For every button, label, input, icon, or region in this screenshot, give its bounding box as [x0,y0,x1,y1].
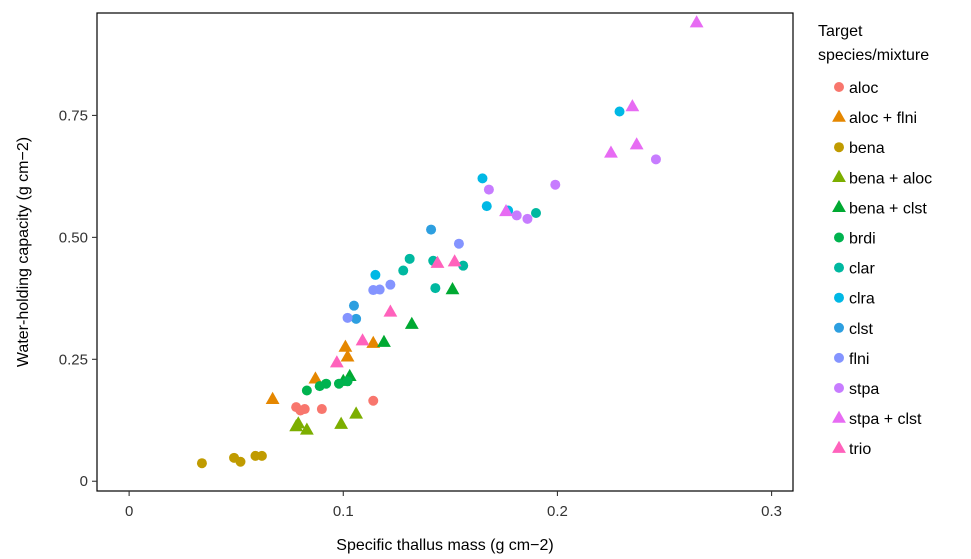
data-point [321,378,332,389]
plot-panel [96,12,794,492]
data-point [614,106,625,117]
legend-key [834,383,844,393]
data-point [351,313,362,324]
data-point [348,300,359,311]
data-point [511,210,522,221]
data-point [625,99,640,112]
data-point [629,137,644,150]
data-point [430,283,441,294]
data-point [604,145,618,158]
data-point [366,335,381,348]
legend-title-line-1: Target [818,23,863,40]
legend-key [832,440,846,453]
data-point [235,456,246,467]
data-point [342,312,353,323]
legend-label: brdi [849,231,876,248]
legend: Target species/mixture aloc aloc + flni be… [818,23,932,458]
x-tick-label: 0.3 [761,503,782,520]
data-points [196,15,704,469]
legend-key [832,410,846,423]
legend-label: bena [849,140,885,157]
data-point [368,395,379,406]
legend-title-line-2: species/mixture [818,47,929,64]
data-point [426,224,437,235]
data-point [299,422,314,435]
legend-label: bena + clst [849,200,927,217]
data-point [445,282,460,295]
data-point [383,304,398,317]
legend-key [834,232,844,243]
legend-label: trio [849,441,871,458]
data-point [196,458,207,469]
data-point [334,416,349,429]
data-point [340,349,355,362]
data-point [453,238,464,249]
legend-label: bena + aloc [849,170,932,187]
legend-key [832,109,846,122]
data-point [329,355,344,368]
y-axis: 0 0.25 0.50 0.75 [59,107,97,490]
data-point [481,201,492,212]
legend-label: clra [849,291,875,308]
y-tick-label: 0.50 [59,229,88,246]
y-tick-label: 0.75 [59,107,88,124]
data-point [430,255,445,268]
data-point [404,253,415,264]
data-point [301,385,312,396]
y-axis-title: Water-holding capacity (g cm−2) [15,137,32,367]
legend-key [834,82,844,92]
legend-label: flni [849,351,869,368]
y-tick-label: 0 [80,473,88,490]
legend-key [832,199,846,213]
data-point [333,378,344,389]
data-point [398,265,409,276]
data-point [316,404,327,415]
data-point [385,279,396,290]
data-point [374,284,385,295]
legend-key [832,169,846,182]
data-point [299,404,310,415]
x-axis-title: Specific thallus mass (g cm−2) [336,537,553,554]
legend-key [834,352,844,363]
data-point [256,450,267,461]
data-point [377,334,391,347]
data-point [349,406,364,419]
data-point [370,269,381,280]
data-point [342,376,353,387]
data-point [338,339,353,352]
data-point [477,173,488,184]
legend-label: aloc [849,80,878,97]
x-tick-label: 0.2 [547,503,568,520]
data-point [265,391,280,404]
legend-key [834,142,844,153]
x-tick-label: 0.1 [333,503,354,520]
data-point [291,416,306,429]
data-point [308,371,323,384]
data-point [404,316,419,329]
data-point [650,154,661,165]
x-tick-label: 0 [125,503,133,520]
legend-key [834,262,844,273]
y-tick-label: 0.25 [59,351,88,368]
data-point [483,184,494,195]
data-point [522,213,533,224]
legend-key [834,322,844,333]
legend-label: stpa [849,381,879,398]
data-point [355,333,370,346]
data-point [689,15,704,28]
legend-label: clst [849,321,874,338]
data-point [499,204,513,217]
data-point [531,207,542,218]
data-point [447,254,462,267]
legend-key [834,292,844,303]
x-axis: 0 0.1 0.2 0.3 [125,491,782,520]
legend-label: clar [849,261,875,278]
data-point [458,260,469,271]
legend-label: stpa + clst [849,411,922,428]
data-point [550,179,561,190]
legend-label: aloc + flni [849,110,917,127]
